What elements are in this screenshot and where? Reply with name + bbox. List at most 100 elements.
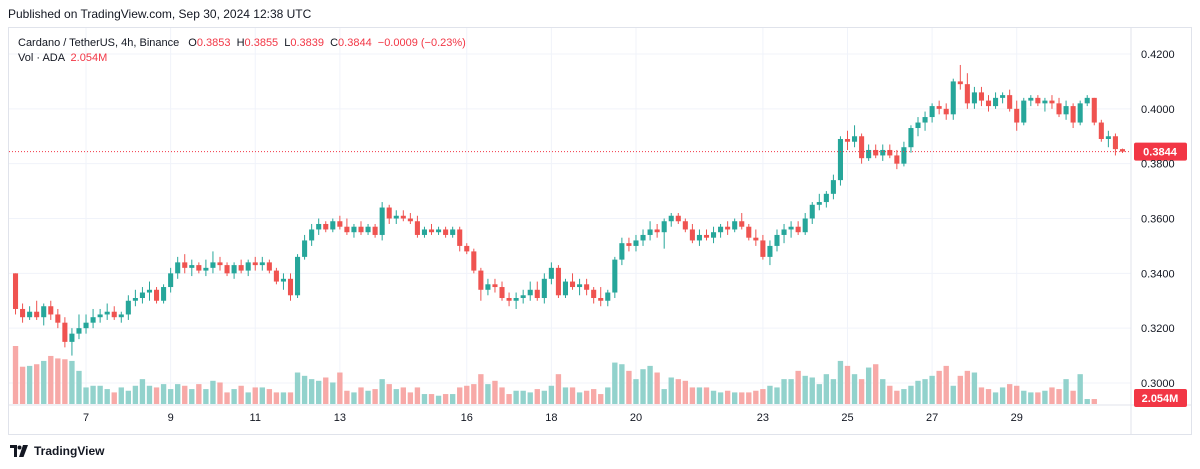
candle bbox=[428, 223, 435, 235]
volume-bar bbox=[26, 365, 33, 404]
candle bbox=[238, 259, 244, 274]
volume-bar bbox=[365, 390, 371, 404]
candle bbox=[337, 215, 343, 230]
candle-body bbox=[922, 117, 928, 123]
candle-body bbox=[125, 300, 131, 315]
candle-body bbox=[1007, 95, 1013, 109]
candle bbox=[647, 221, 653, 241]
volume-bar bbox=[689, 387, 696, 404]
volume-bar bbox=[308, 379, 315, 404]
price-tick-label: 0.4000 bbox=[1141, 104, 1175, 116]
candle-body bbox=[407, 218, 413, 222]
volume-bar bbox=[703, 387, 710, 404]
volume-bar bbox=[527, 392, 533, 404]
candle bbox=[978, 86, 985, 107]
volume-bar bbox=[330, 382, 336, 404]
candle bbox=[859, 133, 865, 164]
candle bbox=[957, 64, 963, 90]
volume-bar bbox=[471, 384, 477, 404]
candle-body bbox=[245, 262, 251, 271]
candle-body bbox=[168, 273, 174, 288]
volume-bar bbox=[555, 374, 562, 404]
volume-bar bbox=[950, 385, 956, 404]
volume-bar bbox=[217, 382, 223, 404]
candle-body bbox=[725, 226, 731, 230]
candle-body bbox=[753, 237, 759, 241]
last-volume-tag bbox=[1134, 389, 1187, 407]
volume-bar bbox=[569, 387, 576, 404]
candle bbox=[753, 229, 759, 246]
volume-bar bbox=[612, 362, 618, 404]
volume-bar bbox=[210, 380, 216, 404]
volume-bar bbox=[160, 384, 167, 404]
candles bbox=[12, 64, 1126, 356]
candle-body bbox=[1070, 106, 1076, 123]
candle bbox=[887, 144, 893, 159]
volume-bar bbox=[351, 392, 357, 404]
close-label: C bbox=[330, 37, 339, 49]
candle bbox=[894, 149, 900, 170]
candle-body bbox=[1105, 136, 1111, 139]
candle bbox=[76, 314, 82, 340]
volume-bar bbox=[880, 379, 886, 404]
volume-bar bbox=[492, 380, 498, 404]
volume-bar bbox=[682, 380, 689, 404]
volume-bar bbox=[739, 392, 745, 404]
volume-bar bbox=[76, 370, 82, 404]
volume-bar bbox=[62, 359, 68, 404]
candle bbox=[555, 265, 561, 299]
candle-body bbox=[492, 284, 498, 288]
volume-bar bbox=[478, 374, 484, 404]
volume-bar bbox=[393, 389, 399, 404]
candle bbox=[295, 254, 301, 299]
candle-body bbox=[287, 278, 294, 296]
candle-body bbox=[506, 298, 512, 301]
candle-body bbox=[894, 155, 900, 164]
volume-bar bbox=[830, 379, 837, 404]
candle-body bbox=[217, 262, 223, 266]
candle bbox=[1042, 97, 1048, 112]
candle-body bbox=[478, 270, 484, 290]
candle bbox=[407, 213, 413, 224]
candle-body bbox=[83, 322, 89, 329]
volume-bar bbox=[189, 389, 195, 404]
candle-body bbox=[527, 289, 533, 296]
candle bbox=[562, 278, 569, 299]
price-tick-label: 0.3400 bbox=[1141, 268, 1175, 280]
candle bbox=[950, 78, 956, 120]
volume-bar bbox=[238, 385, 244, 404]
candle-body bbox=[175, 262, 181, 274]
candle bbox=[146, 281, 153, 301]
candle-body bbox=[859, 136, 865, 159]
volume-bar bbox=[203, 389, 209, 404]
volume-bar bbox=[435, 395, 442, 404]
candle-body bbox=[337, 221, 343, 227]
volume-bar bbox=[887, 385, 893, 404]
candle-body bbox=[386, 207, 392, 219]
candle-body bbox=[675, 215, 681, 222]
candle-body bbox=[358, 226, 364, 233]
volume-bar bbox=[414, 387, 421, 404]
volume-bar bbox=[400, 387, 406, 404]
candle-body bbox=[1028, 97, 1034, 101]
tradingview-footer[interactable]: TradingView bbox=[10, 444, 104, 458]
candle bbox=[746, 223, 752, 241]
candle bbox=[668, 213, 674, 227]
candle-body bbox=[344, 226, 350, 233]
candle bbox=[1000, 92, 1006, 104]
candle-body bbox=[696, 234, 702, 241]
candle-body bbox=[943, 108, 949, 115]
candle bbox=[1063, 100, 1069, 120]
candle bbox=[104, 303, 110, 320]
volume-bar bbox=[760, 389, 766, 404]
volume-bar bbox=[1028, 392, 1034, 404]
candle-body bbox=[182, 262, 188, 268]
candle-body bbox=[781, 229, 787, 235]
candle bbox=[464, 243, 470, 255]
volume-bar bbox=[12, 346, 19, 404]
volume-bar bbox=[732, 392, 738, 404]
candle bbox=[823, 191, 829, 208]
candle-body bbox=[746, 226, 752, 238]
candle-body bbox=[316, 223, 322, 230]
